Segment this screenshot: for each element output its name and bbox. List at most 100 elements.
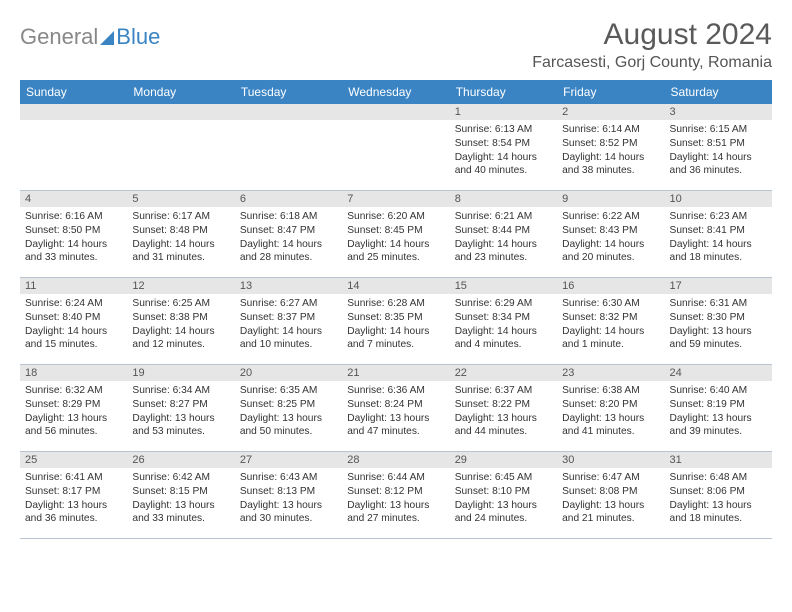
day-details: Sunrise: 6:47 AMSunset: 8:08 PMDaylight:… xyxy=(557,468,664,530)
sunrise-line: Sunrise: 6:21 AM xyxy=(455,210,552,224)
day-details: Sunrise: 6:18 AMSunset: 8:47 PMDaylight:… xyxy=(235,207,342,269)
day-number: 2 xyxy=(557,104,664,120)
daylight-line: Daylight: 13 hours and 50 minutes. xyxy=(240,412,337,440)
sunrise-line: Sunrise: 6:44 AM xyxy=(347,471,444,485)
day-number: 21 xyxy=(342,365,449,381)
day-details: Sunrise: 6:24 AMSunset: 8:40 PMDaylight:… xyxy=(20,294,127,356)
sunrise-line: Sunrise: 6:36 AM xyxy=(347,384,444,398)
sunrise-line: Sunrise: 6:13 AM xyxy=(455,123,552,137)
daylight-line: Daylight: 14 hours and 20 minutes. xyxy=(562,238,659,266)
day-details: Sunrise: 6:27 AMSunset: 8:37 PMDaylight:… xyxy=(235,294,342,356)
day-details: Sunrise: 6:31 AMSunset: 8:30 PMDaylight:… xyxy=(665,294,772,356)
sunrise-line: Sunrise: 6:35 AM xyxy=(240,384,337,398)
day-cell xyxy=(20,104,127,190)
sunrise-line: Sunrise: 6:40 AM xyxy=(670,384,767,398)
day-details: Sunrise: 6:36 AMSunset: 8:24 PMDaylight:… xyxy=(342,381,449,443)
day-number xyxy=(342,104,449,120)
day-cell: 5Sunrise: 6:17 AMSunset: 8:48 PMDaylight… xyxy=(127,191,234,277)
daylight-line: Daylight: 14 hours and 38 minutes. xyxy=(562,151,659,179)
day-cell: 27Sunrise: 6:43 AMSunset: 8:13 PMDayligh… xyxy=(235,452,342,538)
daylight-line: Daylight: 13 hours and 18 minutes. xyxy=(670,499,767,527)
daylight-line: Daylight: 14 hours and 10 minutes. xyxy=(240,325,337,353)
daylight-line: Daylight: 14 hours and 18 minutes. xyxy=(670,238,767,266)
sunset-line: Sunset: 8:38 PM xyxy=(132,311,229,325)
week-row: 11Sunrise: 6:24 AMSunset: 8:40 PMDayligh… xyxy=(20,278,772,365)
daylight-line: Daylight: 13 hours and 33 minutes. xyxy=(132,499,229,527)
day-number: 10 xyxy=(665,191,772,207)
sunrise-line: Sunrise: 6:18 AM xyxy=(240,210,337,224)
day-number: 7 xyxy=(342,191,449,207)
weekday-label: Monday xyxy=(127,80,234,104)
day-number: 15 xyxy=(450,278,557,294)
day-details: Sunrise: 6:16 AMSunset: 8:50 PMDaylight:… xyxy=(20,207,127,269)
day-cell: 4Sunrise: 6:16 AMSunset: 8:50 PMDaylight… xyxy=(20,191,127,277)
day-number: 4 xyxy=(20,191,127,207)
daylight-line: Daylight: 14 hours and 1 minute. xyxy=(562,325,659,353)
day-details: Sunrise: 6:32 AMSunset: 8:29 PMDaylight:… xyxy=(20,381,127,443)
sunset-line: Sunset: 8:51 PM xyxy=(670,137,767,151)
sunrise-line: Sunrise: 6:28 AM xyxy=(347,297,444,311)
day-details: Sunrise: 6:20 AMSunset: 8:45 PMDaylight:… xyxy=(342,207,449,269)
calendar: SundayMondayTuesdayWednesdayThursdayFrid… xyxy=(20,80,772,539)
day-details: Sunrise: 6:29 AMSunset: 8:34 PMDaylight:… xyxy=(450,294,557,356)
daylight-line: Daylight: 14 hours and 12 minutes. xyxy=(132,325,229,353)
sunset-line: Sunset: 8:35 PM xyxy=(347,311,444,325)
day-details: Sunrise: 6:17 AMSunset: 8:48 PMDaylight:… xyxy=(127,207,234,269)
weekday-label: Friday xyxy=(557,80,664,104)
day-number: 13 xyxy=(235,278,342,294)
day-number: 8 xyxy=(450,191,557,207)
day-details: Sunrise: 6:15 AMSunset: 8:51 PMDaylight:… xyxy=(665,120,772,182)
sunset-line: Sunset: 8:37 PM xyxy=(240,311,337,325)
day-details: Sunrise: 6:42 AMSunset: 8:15 PMDaylight:… xyxy=(127,468,234,530)
day-cell: 22Sunrise: 6:37 AMSunset: 8:22 PMDayligh… xyxy=(450,365,557,451)
brand-part1: General xyxy=(20,24,98,50)
day-details: Sunrise: 6:45 AMSunset: 8:10 PMDaylight:… xyxy=(450,468,557,530)
weekday-label: Tuesday xyxy=(235,80,342,104)
daylight-line: Daylight: 13 hours and 56 minutes. xyxy=(25,412,122,440)
day-number: 12 xyxy=(127,278,234,294)
day-details: Sunrise: 6:40 AMSunset: 8:19 PMDaylight:… xyxy=(665,381,772,443)
day-number: 5 xyxy=(127,191,234,207)
sunrise-line: Sunrise: 6:43 AM xyxy=(240,471,337,485)
day-number: 9 xyxy=(557,191,664,207)
day-number: 28 xyxy=(342,452,449,468)
daylight-line: Daylight: 14 hours and 40 minutes. xyxy=(455,151,552,179)
sunset-line: Sunset: 8:44 PM xyxy=(455,224,552,238)
sunset-line: Sunset: 8:52 PM xyxy=(562,137,659,151)
week-row: 18Sunrise: 6:32 AMSunset: 8:29 PMDayligh… xyxy=(20,365,772,452)
day-number xyxy=(20,104,127,120)
day-cell xyxy=(342,104,449,190)
day-details: Sunrise: 6:48 AMSunset: 8:06 PMDaylight:… xyxy=(665,468,772,530)
day-cell: 19Sunrise: 6:34 AMSunset: 8:27 PMDayligh… xyxy=(127,365,234,451)
day-cell: 23Sunrise: 6:38 AMSunset: 8:20 PMDayligh… xyxy=(557,365,664,451)
day-details: Sunrise: 6:43 AMSunset: 8:13 PMDaylight:… xyxy=(235,468,342,530)
day-cell: 28Sunrise: 6:44 AMSunset: 8:12 PMDayligh… xyxy=(342,452,449,538)
day-number: 6 xyxy=(235,191,342,207)
day-cell: 21Sunrise: 6:36 AMSunset: 8:24 PMDayligh… xyxy=(342,365,449,451)
sunset-line: Sunset: 8:25 PM xyxy=(240,398,337,412)
day-details: Sunrise: 6:37 AMSunset: 8:22 PMDaylight:… xyxy=(450,381,557,443)
day-number: 14 xyxy=(342,278,449,294)
day-cell: 12Sunrise: 6:25 AMSunset: 8:38 PMDayligh… xyxy=(127,278,234,364)
sunset-line: Sunset: 8:34 PM xyxy=(455,311,552,325)
day-cell: 7Sunrise: 6:20 AMSunset: 8:45 PMDaylight… xyxy=(342,191,449,277)
day-cell xyxy=(235,104,342,190)
header: General Blue August 2024 Farcasesti, Gor… xyxy=(20,18,772,72)
sunrise-line: Sunrise: 6:37 AM xyxy=(455,384,552,398)
sunrise-line: Sunrise: 6:30 AM xyxy=(562,297,659,311)
day-cell: 3Sunrise: 6:15 AMSunset: 8:51 PMDaylight… xyxy=(665,104,772,190)
day-details: Sunrise: 6:14 AMSunset: 8:52 PMDaylight:… xyxy=(557,120,664,182)
sunset-line: Sunset: 8:50 PM xyxy=(25,224,122,238)
day-cell: 16Sunrise: 6:30 AMSunset: 8:32 PMDayligh… xyxy=(557,278,664,364)
sunrise-line: Sunrise: 6:24 AM xyxy=(25,297,122,311)
day-cell: 26Sunrise: 6:42 AMSunset: 8:15 PMDayligh… xyxy=(127,452,234,538)
day-details: Sunrise: 6:22 AMSunset: 8:43 PMDaylight:… xyxy=(557,207,664,269)
sunrise-line: Sunrise: 6:20 AM xyxy=(347,210,444,224)
day-number: 27 xyxy=(235,452,342,468)
daylight-line: Daylight: 14 hours and 28 minutes. xyxy=(240,238,337,266)
daylight-line: Daylight: 13 hours and 44 minutes. xyxy=(455,412,552,440)
daylight-line: Daylight: 13 hours and 53 minutes. xyxy=(132,412,229,440)
day-number: 30 xyxy=(557,452,664,468)
day-cell: 29Sunrise: 6:45 AMSunset: 8:10 PMDayligh… xyxy=(450,452,557,538)
daylight-line: Daylight: 14 hours and 23 minutes. xyxy=(455,238,552,266)
